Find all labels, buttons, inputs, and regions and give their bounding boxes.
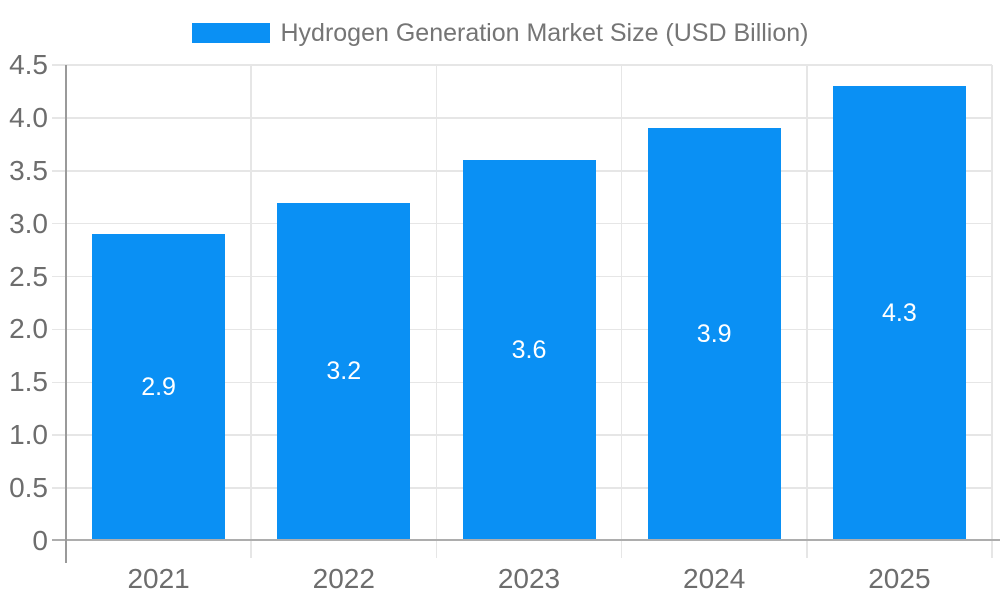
chart-legend: Hydrogen Generation Market Size (USD Bil… [0, 17, 1000, 49]
y-tick-label: 4.5 [9, 49, 48, 80]
y-tick-label: 3.0 [9, 207, 48, 239]
x-tick-label: 2022 [312, 563, 375, 594]
x-tick-label: 2023 [497, 563, 561, 594]
bar-2023: 3.6 [462, 160, 596, 541]
bar-2025: 4.3 [832, 86, 966, 541]
x-tick-label: 2024 [683, 563, 746, 594]
x-axis-line [52, 539, 1000, 541]
gridline-vertical [250, 65, 252, 558]
y-axis-line [65, 65, 67, 563]
gridline-horizontal [52, 64, 992, 66]
y-tick-label: 0.5 [9, 472, 48, 504]
bar-value-label: 3.6 [511, 336, 547, 365]
bar-value-label: 3.9 [696, 320, 732, 349]
y-tick-label: 0 [32, 525, 48, 556]
bar-value-label: 2.9 [141, 373, 176, 402]
bar-value-label: 3.2 [326, 357, 362, 386]
y-tick-label: 3.5 [9, 154, 48, 186]
chart-title: Hydrogen Generation Market Size (USD Bil… [280, 18, 809, 47]
plot-area: 0 0.5 1.0 1.5 2.0 2.5 3.0 3.5 4.0 4.5 2.9 2021 3.2 20… [9, 49, 1000, 594]
bar-2021: 2.9 [92, 234, 226, 541]
bar-value-label: 4.3 [882, 299, 917, 328]
bar-2024: 3.9 [647, 128, 781, 541]
gridline-vertical [806, 65, 808, 558]
y-tick-label: 1.0 [9, 419, 48, 451]
x-tick-label: 2025 [868, 563, 931, 594]
gridline-horizontal [52, 117, 992, 119]
gridline-vertical [620, 65, 623, 558]
gridline-vertical [991, 65, 993, 558]
y-tick-label: 2.0 [9, 313, 48, 345]
bar-2022: 3.2 [277, 202, 411, 541]
y-tick-label: 1.5 [9, 366, 48, 398]
legend-swatch [191, 23, 270, 43]
y-tick-label: 4.0 [9, 101, 48, 133]
gridline-vertical [435, 65, 438, 558]
x-tick-label: 2021 [127, 563, 190, 594]
y-tick-label: 2.5 [9, 260, 48, 292]
